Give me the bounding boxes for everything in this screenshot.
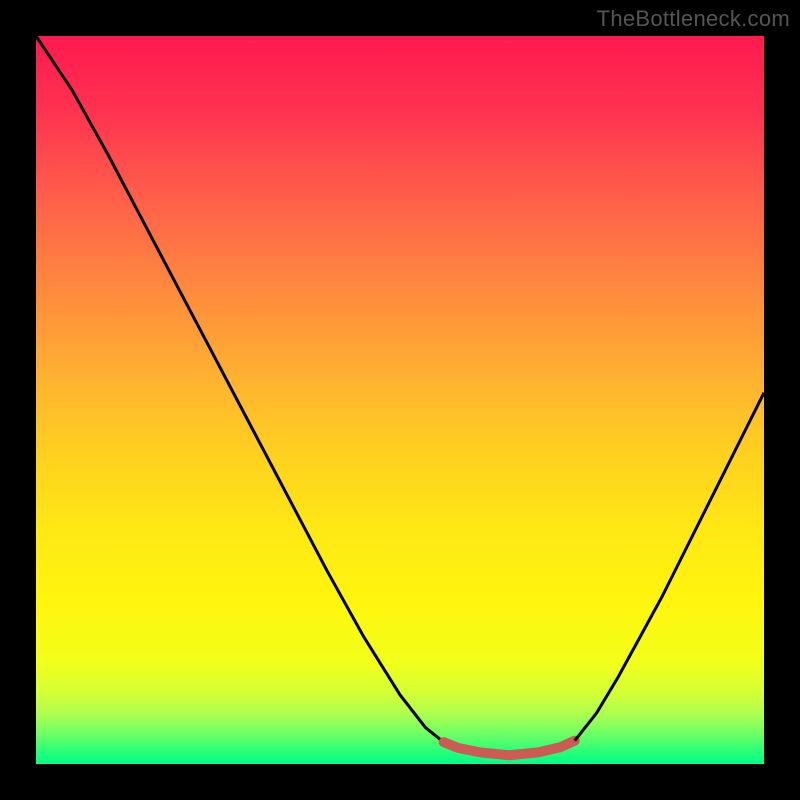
curve-accent: [444, 741, 575, 756]
curve-right: [575, 393, 764, 741]
chart-container: TheBottleneck.com: [0, 0, 800, 800]
watermark-text: TheBottleneck.com: [597, 6, 790, 32]
curve-layer: [36, 36, 764, 764]
plot-area: [36, 36, 764, 764]
curve-left: [36, 36, 444, 742]
plot: [36, 36, 764, 764]
